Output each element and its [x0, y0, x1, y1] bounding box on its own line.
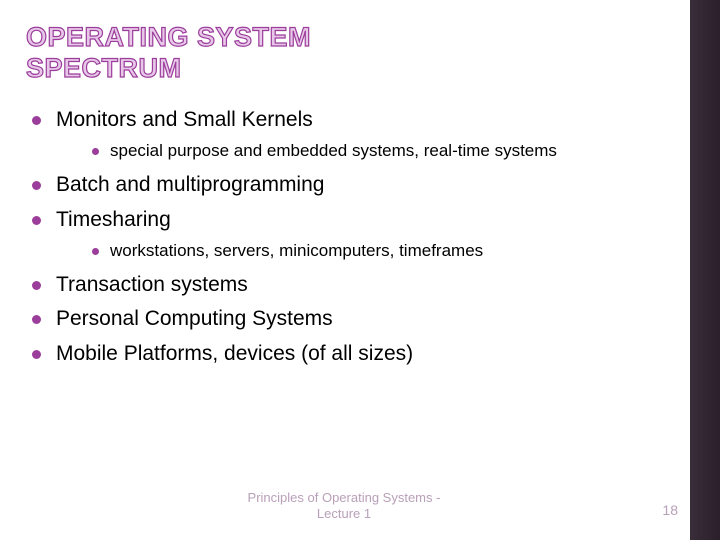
sub-bullet-list: workstations, servers, minicomputers, ti… [56, 240, 648, 263]
sub-bullet-item: workstations, servers, minicomputers, ti… [92, 240, 648, 263]
title-line-1: OPERATING SYSTEM [26, 22, 311, 52]
page-number: 18 [662, 502, 678, 518]
sub-bullet-text: workstations, servers, minicomputers, ti… [110, 241, 483, 260]
side-accent-bar [690, 0, 720, 540]
title-line-2: SPECTRUM [26, 53, 182, 83]
bullet-item: Timesharing workstations, servers, minic… [30, 206, 648, 263]
bullet-text: Transaction systems [56, 273, 248, 296]
bullet-item: Mobile Platforms, devices (of all sizes) [30, 340, 648, 368]
sub-bullet-text: special purpose and embedded systems, re… [110, 141, 557, 160]
bullet-item: Monitors and Small Kernels special purpo… [30, 106, 648, 163]
sub-bullet-item: special purpose and embedded systems, re… [92, 140, 648, 163]
footer-line-2: Lecture 1 [317, 506, 371, 521]
bullet-item: Transaction systems [30, 271, 648, 299]
bullet-text: Personal Computing Systems [56, 307, 333, 330]
bullet-text: Mobile Platforms, devices (of all sizes) [56, 342, 413, 365]
bullet-text: Timesharing [56, 208, 171, 231]
slide-title: OPERATING SYSTEM SPECTRUM [26, 22, 648, 84]
bullet-item: Personal Computing Systems [30, 305, 648, 333]
bullet-text: Monitors and Small Kernels [56, 108, 313, 131]
bullet-text: Batch and multiprogramming [56, 173, 324, 196]
bullet-item: Batch and multiprogramming [30, 171, 648, 199]
footer-line-1: Principles of Operating Systems - [248, 490, 441, 505]
sub-bullet-list: special purpose and embedded systems, re… [56, 140, 648, 163]
slide-content: OPERATING SYSTEM SPECTRUM Monitors and S… [0, 0, 688, 368]
bullet-list: Monitors and Small Kernels special purpo… [26, 106, 648, 368]
slide-footer: Principles of Operating Systems - Lectur… [0, 490, 688, 523]
